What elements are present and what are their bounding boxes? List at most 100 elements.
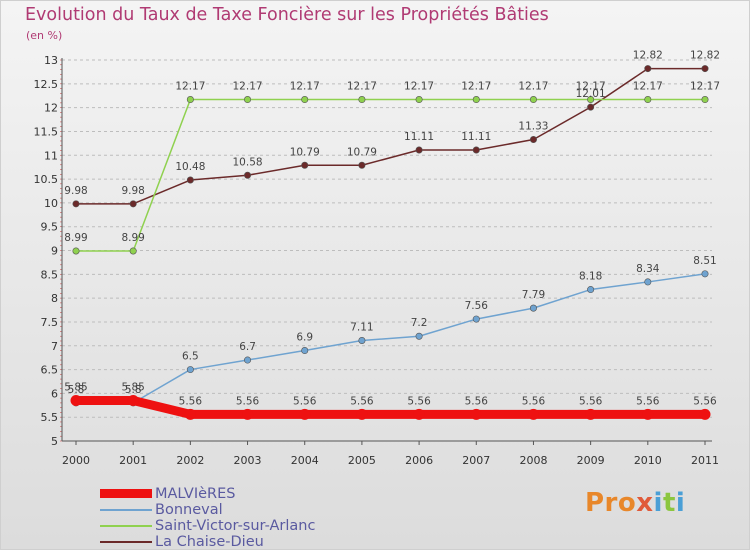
x-tick-label: 2009 xyxy=(577,454,605,467)
point-bonneval-2009 xyxy=(587,286,595,294)
point-bonneval-2010 xyxy=(644,278,652,286)
data-label-la-chaise-dieu-2009: 12.01 xyxy=(576,88,606,100)
logo-part-i1: i xyxy=(653,488,663,518)
x-tick-label: 2001 xyxy=(119,454,147,467)
point-malvi-res-2006 xyxy=(413,408,425,420)
data-label-saint-victor-sur-arlanc-2002: 12.17 xyxy=(175,81,205,93)
point-la-chaise-dieu-2007 xyxy=(472,146,480,154)
x-tick-label: 2011 xyxy=(691,454,719,467)
data-label-malvi-res-2008: 5.56 xyxy=(522,395,546,407)
x-tick-label: 2004 xyxy=(291,454,319,467)
data-label-malvi-res-2000: 5.85 xyxy=(64,382,87,394)
x-tick-label: 2000 xyxy=(62,454,90,467)
data-label-malvi-res-2009: 5.56 xyxy=(579,395,603,407)
point-la-chaise-dieu-2009 xyxy=(587,103,595,111)
point-malvi-res-2010 xyxy=(642,408,654,420)
point-bonneval-2003 xyxy=(244,356,252,364)
point-bonneval-2007 xyxy=(472,315,480,323)
y-tick-label: 13 xyxy=(44,54,58,67)
point-malvi-res-2001 xyxy=(127,395,139,407)
legend-swatch-malvieres xyxy=(100,489,152,498)
data-label-bonneval-2000: 5.8 xyxy=(68,384,85,396)
data-label-malvi-res-2006: 5.56 xyxy=(407,395,431,407)
x-tick-label: 2005 xyxy=(348,454,376,467)
data-label-la-chaise-dieu-2002: 10.48 xyxy=(175,161,205,173)
point-bonneval-2006 xyxy=(415,332,423,340)
y-tick-label: 12 xyxy=(44,102,58,115)
data-label-la-chaise-dieu-2010: 12.82 xyxy=(633,50,663,62)
gridlines xyxy=(62,59,712,418)
legend-label-saint-victor: Saint-Victor-sur-Arlanc xyxy=(155,518,316,534)
data-label-malvi-res-2005: 5.56 xyxy=(350,395,374,407)
data-label-malvi-res-2010: 5.56 xyxy=(636,395,660,407)
point-bonneval-2005 xyxy=(358,337,366,345)
data-label-saint-victor-sur-arlanc-2000: 8.99 xyxy=(64,232,87,244)
data-label-saint-victor-sur-arlanc-2004: 12.17 xyxy=(290,81,320,93)
point-malvi-res-2004 xyxy=(299,408,311,420)
data-label-malvi-res-2003: 5.56 xyxy=(236,395,260,407)
point-saint-victor-sur-arlanc-2007 xyxy=(472,96,480,104)
y-tick-label: 12.5 xyxy=(34,78,59,91)
point-malvi-res-2008 xyxy=(527,408,539,420)
point-saint-victor-sur-arlanc-2000 xyxy=(72,247,80,255)
legend-label-bonneval: Bonneval xyxy=(155,502,223,518)
data-label-bonneval-2011: 8.51 xyxy=(693,255,716,267)
point-la-chaise-dieu-2000 xyxy=(72,200,80,208)
data-label-bonneval-2001: 5.8 xyxy=(125,384,142,396)
point-saint-victor-sur-arlanc-2009 xyxy=(587,96,595,104)
data-label-malvi-res-2001: 5.85 xyxy=(121,382,144,394)
point-malvi-res-2007 xyxy=(470,408,482,420)
point-malvi-res-2000 xyxy=(70,395,82,407)
y-tick-label: 8 xyxy=(51,292,58,305)
data-label-bonneval-2010: 8.34 xyxy=(636,263,660,275)
y-tick-label: 6.5 xyxy=(41,364,59,377)
y-tick-label: 5 xyxy=(51,435,58,448)
x-tick-label: 2008 xyxy=(519,454,547,467)
y-tick-label: 9 xyxy=(51,245,58,258)
x-tick-label: 2007 xyxy=(462,454,490,467)
logo-part-i2: i xyxy=(675,488,686,518)
data-label-la-chaise-dieu-2000: 9.98 xyxy=(64,185,87,197)
y-tick-label: 9.5 xyxy=(41,221,59,234)
data-label-la-chaise-dieu-2001: 9.98 xyxy=(121,185,144,197)
data-label-malvi-res-2002: 5.56 xyxy=(179,395,203,407)
x-tick-label: 2010 xyxy=(634,454,662,467)
data-label-saint-victor-sur-arlanc-2008: 12.17 xyxy=(518,81,548,93)
data-label-bonneval-2003: 6.7 xyxy=(239,341,256,353)
point-bonneval-2004 xyxy=(301,347,309,355)
y-tick-label: 10 xyxy=(44,197,58,210)
point-la-chaise-dieu-2006 xyxy=(415,146,423,154)
data-labels: 9.98 9.98 10.48 10.58 10.79 10.79 11.11 11.11 11… xyxy=(64,50,720,408)
data-label-la-chaise-dieu-2004: 10.79 xyxy=(290,146,320,158)
point-saint-victor-sur-arlanc-2001 xyxy=(129,247,137,255)
chart-title: Evolution du Taux de Taxe Foncière sur l… xyxy=(25,5,549,25)
series-line-malvi-res xyxy=(71,396,710,419)
point-la-chaise-dieu-2003 xyxy=(244,171,252,179)
point-la-chaise-dieu-2001 xyxy=(129,200,137,208)
point-saint-victor-sur-arlanc-2010 xyxy=(644,96,652,104)
point-la-chaise-dieu-2002 xyxy=(186,176,194,184)
y-tick-label: 5.5 xyxy=(41,411,59,424)
x-tick-label: 2003 xyxy=(234,454,262,467)
axes: 55.566.577.588.599.51010.51111.51212.513… xyxy=(34,54,720,467)
data-label-bonneval-2006: 7.2 xyxy=(411,317,428,329)
legend-label-la-chaise-dieu: La Chaise-Dieu xyxy=(155,534,264,550)
data-label-bonneval-2008: 7.79 xyxy=(522,289,545,301)
series-group xyxy=(70,65,711,420)
data-label-saint-victor-sur-arlanc-2003: 12.17 xyxy=(233,81,263,93)
data-label-bonneval-2005: 7.11 xyxy=(350,322,373,334)
data-label-saint-victor-sur-arlanc-2011: 12.17 xyxy=(690,81,720,93)
point-saint-victor-sur-arlanc-2003 xyxy=(244,96,252,104)
y-tick-label: 7.5 xyxy=(41,316,59,329)
data-label-la-chaise-dieu-2005: 10.79 xyxy=(347,146,377,158)
legend-swatch-bonneval xyxy=(100,509,152,511)
data-label-la-chaise-dieu-2011: 12.82 xyxy=(690,50,720,62)
point-la-chaise-dieu-2010 xyxy=(644,65,652,73)
proxiti-logo: Proxiti xyxy=(585,488,685,518)
series-line-saint-victor-sur-arlanc xyxy=(75,98,706,252)
legend-swatch-saint-victor xyxy=(100,525,152,527)
point-la-chaise-dieu-2011 xyxy=(701,65,709,73)
data-label-bonneval-2004: 6.9 xyxy=(296,332,313,344)
point-bonneval-2002 xyxy=(186,366,194,374)
